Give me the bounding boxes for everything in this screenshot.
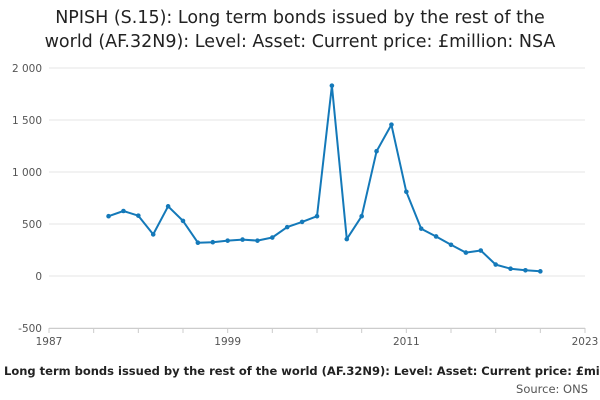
- data-point: [270, 235, 275, 240]
- x-tick-label: 1999: [214, 336, 241, 348]
- chart-title-line-1: NPISH (S.15): Long term bonds issued by …: [55, 8, 545, 28]
- y-tick-label: 1 500: [12, 115, 42, 127]
- y-tick-label: 0: [35, 271, 42, 283]
- data-point: [195, 240, 201, 246]
- x-tick-label: 2011: [393, 336, 420, 348]
- data-point: [121, 208, 126, 214]
- x-axis: 1987 1999 2011 2023: [36, 328, 599, 348]
- data-point: [418, 226, 424, 231]
- data-point: [344, 236, 350, 242]
- data-point: [150, 232, 156, 237]
- data-point: [210, 239, 216, 245]
- data-point: [314, 213, 320, 219]
- data-point: [240, 237, 245, 242]
- source-note: Source: ONS: [516, 382, 588, 396]
- y-tick-label: -500: [18, 323, 42, 335]
- data-point: [225, 238, 230, 243]
- data-point: [284, 224, 290, 230]
- chart-title-line-2: world (AF.32N9): Level: Asset: Current p…: [44, 32, 556, 52]
- y-tick-label: 1 000: [12, 167, 42, 179]
- data-point: [329, 83, 335, 88]
- data-point: [508, 266, 513, 272]
- data-point: [165, 204, 171, 209]
- gridlines: [49, 67, 585, 329]
- data-point: [299, 219, 305, 225]
- data-point: [493, 262, 498, 267]
- y-tick-label: 2 000: [12, 63, 42, 75]
- data-point: [538, 269, 543, 274]
- x-tick-label: 1987: [36, 336, 63, 348]
- data-point: [448, 242, 454, 248]
- data-point: [359, 213, 364, 219]
- data-point: [389, 122, 394, 127]
- series-caption: Long term bonds issued by the rest of th…: [4, 364, 600, 378]
- data-point: [523, 267, 528, 273]
- chart-footer: Long term bonds issued by the rest of th…: [0, 364, 600, 400]
- data-point: [136, 213, 141, 218]
- x-tick-label: 2023: [572, 336, 599, 348]
- data-point: [433, 234, 439, 239]
- data-point: [180, 218, 186, 224]
- series-layer: [106, 83, 543, 274]
- data-point: [463, 250, 469, 255]
- data-point: [404, 189, 409, 195]
- data-point: [255, 238, 260, 243]
- chart-title: NPISH (S.15): Long term bonds issued by …: [0, 6, 600, 54]
- series-line: [107, 84, 542, 273]
- data-point: [106, 213, 111, 219]
- data-point: [478, 248, 484, 253]
- data-point: [374, 148, 379, 154]
- y-tick-label: 500: [22, 219, 42, 231]
- y-axis: -500 0 500 1 000 1 500 2 000: [12, 63, 42, 335]
